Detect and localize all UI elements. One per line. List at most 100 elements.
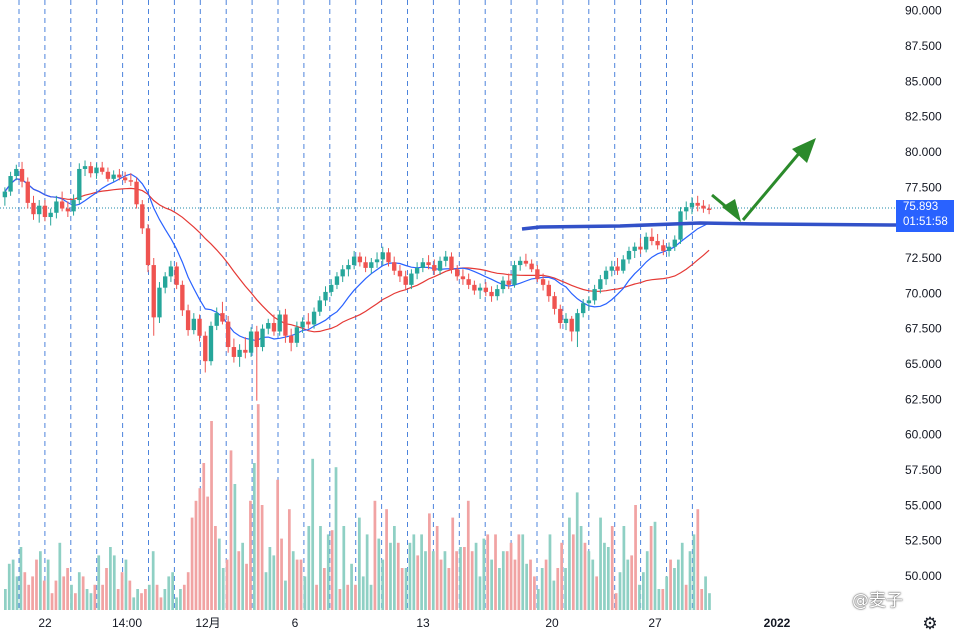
candle-body (414, 267, 420, 274)
volume-bar (249, 500, 252, 610)
candle-body (140, 204, 145, 229)
candle-body (128, 180, 134, 182)
volume-bar (603, 542, 606, 610)
volume-bar (128, 580, 132, 610)
volume-bar (35, 559, 38, 610)
volume-bar (556, 568, 560, 610)
up-arrow-annotation (741, 150, 803, 221)
volume-bar (568, 517, 571, 610)
candle-body (626, 250, 632, 260)
volume-bar (11, 559, 15, 610)
candle-body (311, 311, 317, 325)
volume-bar (42, 580, 46, 610)
candle-body (392, 262, 397, 271)
volume-bar (641, 572, 645, 610)
candle-body (695, 202, 700, 206)
candle-body (77, 168, 82, 201)
candle-body (569, 318, 574, 332)
candle-body (580, 303, 586, 314)
volume-bar (256, 404, 260, 610)
volume-bar (451, 517, 455, 610)
y-tick-label: 85.000 (905, 74, 942, 88)
candle-body (2, 191, 8, 198)
candle-body (111, 174, 116, 179)
volume-bar (466, 500, 470, 610)
candle-body (632, 246, 637, 251)
y-tick-label: 67.500 (905, 322, 942, 336)
volume-bar (665, 576, 669, 610)
candle-body (598, 279, 603, 290)
candle-body (449, 256, 454, 270)
volume-bar (77, 572, 81, 610)
volume-bar (404, 568, 408, 610)
candle-body (643, 236, 649, 250)
candle-body (489, 291, 494, 297)
volume-bar (638, 584, 641, 610)
volume-bar (268, 547, 272, 610)
candle-body (472, 284, 477, 291)
volume-bar (587, 551, 591, 610)
volume-bar (225, 559, 229, 610)
volume-bar (649, 526, 653, 610)
volume-bar (19, 547, 23, 610)
gear-icon[interactable]: ⚙ (922, 614, 938, 633)
candle-body (437, 260, 443, 271)
x-tick-label: 2022 (764, 616, 791, 630)
volume-bar (233, 484, 237, 610)
volume-bar (214, 526, 217, 610)
candle-body (426, 262, 431, 266)
candle-body (323, 291, 328, 301)
volume-bar (583, 542, 587, 610)
volume-bar (198, 488, 202, 610)
volume-bar (167, 576, 171, 610)
candle-body (248, 331, 254, 353)
candle-body (197, 318, 202, 336)
volume-bar (39, 551, 42, 610)
x-tick-label: 20 (545, 616, 559, 630)
candle-body (586, 300, 592, 304)
volume-bar (533, 576, 536, 610)
volume-bar (412, 534, 416, 610)
x-tick-label: 12月 (195, 616, 220, 630)
volume-bar (439, 559, 443, 610)
candle-body (191, 318, 196, 331)
candle-body (701, 205, 706, 209)
volume-bar (505, 551, 509, 610)
volume-bar (544, 559, 548, 610)
candle-body (609, 266, 614, 271)
volume-bar (669, 559, 672, 610)
candle-body (529, 263, 534, 270)
candles (2, 160, 712, 401)
volume-bar (272, 555, 276, 610)
candle-body (661, 245, 666, 251)
candle-body (54, 201, 59, 213)
volume-bar (676, 559, 680, 610)
candle-body (180, 284, 185, 311)
volume-bar (501, 551, 505, 610)
candle-body (615, 266, 620, 271)
candle-body (254, 331, 259, 348)
candle-body (386, 252, 391, 263)
candle-body (243, 349, 248, 353)
volume-bar (70, 584, 73, 610)
volume-bar (326, 534, 330, 610)
volume-bar (443, 551, 447, 610)
x-tick-label: 14:00 (112, 616, 142, 630)
volume-bar (540, 568, 544, 610)
candle-body (523, 260, 529, 264)
volume-bar (455, 551, 458, 610)
volume-bar (521, 534, 525, 610)
volume-bar (389, 542, 392, 610)
volume-bar (186, 572, 190, 610)
x-tick-label: 27 (648, 616, 662, 630)
volume-bar (358, 517, 361, 610)
volume-bar (260, 505, 264, 610)
volume-bar (155, 584, 159, 610)
volume-bar (591, 559, 595, 610)
volume-bar (7, 563, 11, 610)
volume-bar (536, 589, 540, 610)
candle-body (231, 347, 237, 357)
candle-body (357, 256, 363, 263)
candle-body (684, 207, 689, 212)
